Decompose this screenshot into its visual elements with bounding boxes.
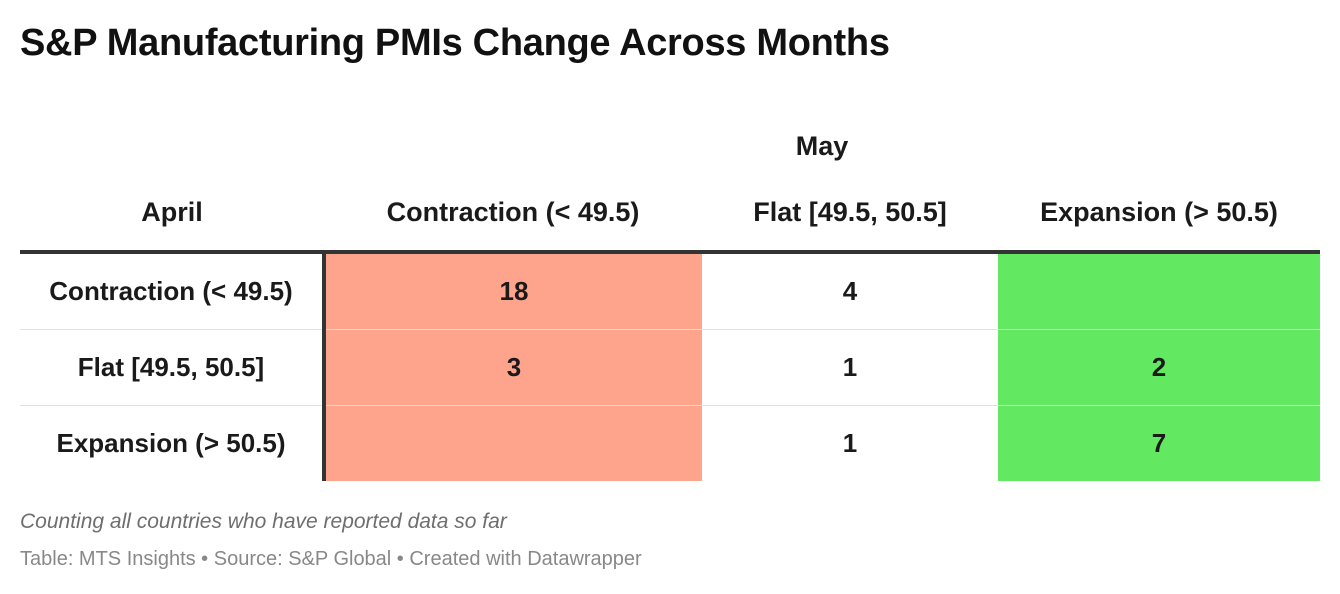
row-label: Expansion (> 50.5): [20, 405, 326, 481]
column-group-label: May: [795, 130, 849, 161]
table-cell: 4: [702, 252, 998, 330]
table-row: Contraction (< 49.5) 18 4: [20, 252, 1321, 330]
table-row: Expansion (> 50.5) 1 7: [20, 405, 1321, 481]
footnote: Counting all countries who have reported…: [20, 510, 507, 533]
chart-title: S&P Manufacturing PMIs Change Across Mon…: [20, 22, 890, 64]
table-cell: 18: [324, 252, 702, 330]
row-label: Contraction (< 49.5): [20, 252, 326, 330]
table-cell: 1: [702, 329, 998, 406]
column-group-row: May: [20, 118, 1320, 174]
table-cell: 2: [998, 329, 1321, 406]
source-line: Table: MTS Insights • Source: S&P Global…: [20, 548, 642, 570]
table-cell: [324, 405, 702, 481]
table-cell: 1: [842, 428, 858, 458]
table-cell: 7: [998, 405, 1321, 481]
column-header-contraction: Contraction (< 49.5): [324, 174, 702, 254]
column-header-expansion: Expansion (> 50.5): [998, 174, 1321, 254]
table-cell: [998, 252, 1321, 330]
column-header-row: April Contraction (< 49.5) Flat [49.5, 5…: [20, 174, 1321, 254]
row-header-label: April: [20, 174, 324, 254]
table-cell: 3: [324, 329, 702, 406]
column-header-flat: Flat [49.5, 50.5]: [702, 174, 998, 254]
table-row: Flat [49.5, 50.5] 3 1 2: [20, 329, 1321, 406]
row-label: Flat [49.5, 50.5]: [20, 329, 326, 406]
column-group-spacer: [20, 118, 324, 174]
pmi-table: May April Contraction (< 49.5) Flat [49.…: [20, 118, 1321, 481]
